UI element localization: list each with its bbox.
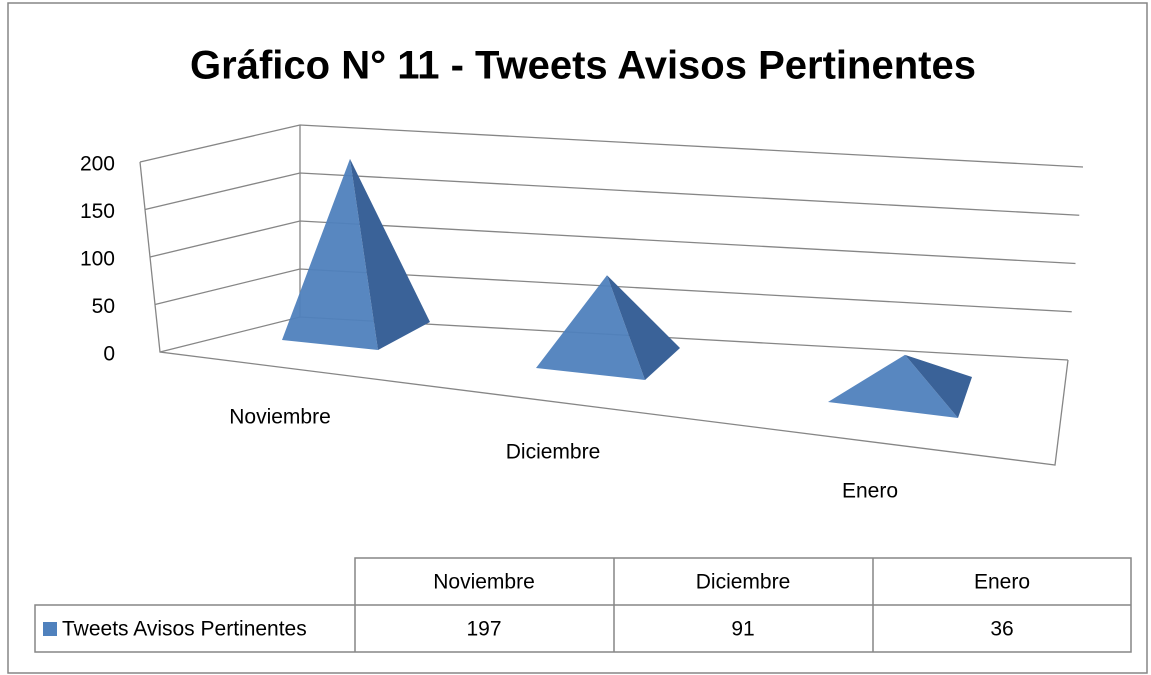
y-tick-label: 200 <box>80 153 115 176</box>
legend-key <box>43 622 57 636</box>
pyramid-front <box>536 275 645 380</box>
y-tick-label: 150 <box>80 200 115 223</box>
legend-label: Tweets Avisos Pertinentes <box>62 618 307 641</box>
chart-title: Gráfico N° 11 - Tweets Avisos Pertinente… <box>190 44 976 88</box>
x-tick-label: Noviembre <box>229 406 331 429</box>
table-header: Noviembre <box>433 571 535 594</box>
pyramid-side <box>607 275 680 380</box>
table-value: 91 <box>731 618 754 641</box>
table-value: 197 <box>466 618 501 641</box>
grid-line <box>149 220 1076 265</box>
table-header: Enero <box>974 571 1030 594</box>
pyramid-side <box>905 354 972 418</box>
pyramid-side <box>350 158 430 350</box>
y-tick-label: 0 <box>103 343 115 366</box>
pyramid-front <box>282 158 378 350</box>
x-tick-label: Enero <box>842 480 898 503</box>
x-tick-label: Diciembre <box>506 441 601 464</box>
table-border <box>34 557 1132 653</box>
grid-line <box>154 268 1072 313</box>
pyramid-front <box>828 354 958 418</box>
table-value: 36 <box>990 618 1013 641</box>
y-tick-label: 50 <box>92 295 115 318</box>
data-table-frame <box>34 557 1132 653</box>
y-tick-label: 100 <box>80 248 115 271</box>
grid-line <box>139 124 1084 168</box>
grid-line <box>144 172 1080 216</box>
table-header: Diciembre <box>696 571 791 594</box>
